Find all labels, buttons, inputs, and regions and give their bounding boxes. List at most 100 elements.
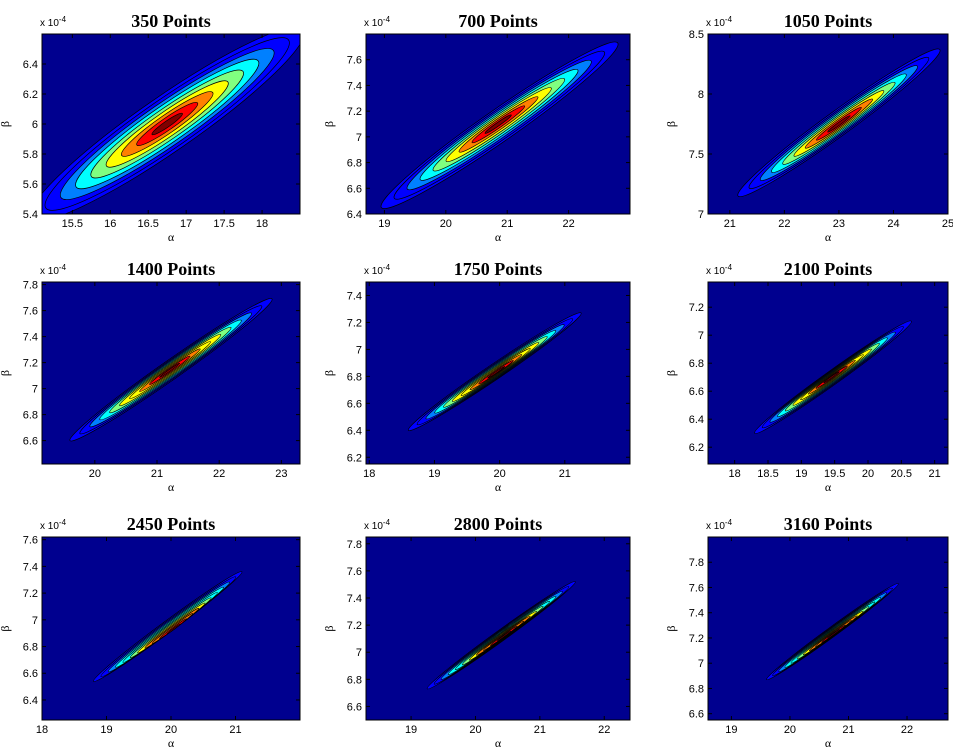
- y-tick-label: 7: [356, 344, 362, 356]
- y-exponent-power: -4: [59, 15, 67, 24]
- panel-title: 3160 Points: [784, 514, 873, 534]
- contour-level-9: [484, 114, 512, 134]
- y-exponent-power: -4: [383, 15, 391, 24]
- x-tick-label: 20: [165, 724, 177, 736]
- x-axis-label: α: [825, 480, 832, 494]
- x-tick-label: 22: [901, 724, 913, 736]
- x-tick-label: 19: [428, 468, 440, 480]
- x-tick-label: 20: [89, 468, 101, 480]
- x-tick-label: 20: [494, 468, 506, 480]
- y-axis-label: β: [664, 121, 678, 127]
- y-tick-label: 7.6: [347, 566, 362, 578]
- y-tick-label: 6.8: [689, 683, 704, 695]
- x-tick-label: 17: [180, 218, 192, 230]
- y-tick-label: 6.4: [23, 695, 38, 707]
- contour-level-10: [823, 371, 840, 384]
- y-tick-label: 7: [32, 615, 38, 627]
- x-tick-label: 20: [469, 724, 481, 736]
- x-tick-label: 20.5: [891, 468, 912, 480]
- x-tick-label: 18: [256, 218, 268, 230]
- y-tick-label: 6.8: [347, 371, 362, 383]
- y-tick-label: 6.8: [347, 158, 362, 170]
- x-tick-label: 20: [862, 468, 874, 480]
- y-tick-label: 7.2: [347, 106, 362, 118]
- x-tick-label: 21: [151, 468, 163, 480]
- y-exponent-power: -4: [725, 518, 733, 527]
- axes-frame: [707, 281, 949, 465]
- y-tick-label: 6.6: [347, 701, 362, 713]
- y-tick-label: 6.4: [347, 425, 362, 437]
- y-tick-label: 7.8: [689, 557, 704, 569]
- x-tick-label: 19: [405, 724, 417, 736]
- x-tick-label: 16: [104, 218, 116, 230]
- y-tick-label: 7.6: [23, 535, 38, 547]
- contour-level-11: [827, 629, 841, 639]
- x-tick-label: 23: [833, 218, 845, 230]
- x-tick-label: 21: [229, 724, 241, 736]
- panel-title: 1750 Points: [454, 259, 543, 279]
- y-tick-label: 7.2: [689, 633, 704, 645]
- y-tick-label: 8.5: [689, 29, 704, 41]
- y-axis-label: β: [0, 625, 12, 631]
- y-tick-label: 7.6: [689, 582, 704, 594]
- y-tick-label: 6.4: [689, 414, 704, 426]
- y-tick-label: 6.2: [689, 442, 704, 454]
- y-axis-label: β: [664, 370, 678, 376]
- contour-level-9: [151, 112, 183, 136]
- x-tick-label: 16.5: [138, 218, 159, 230]
- panel-title: 2100 Points: [784, 259, 873, 279]
- y-exponent-power: -4: [59, 263, 67, 272]
- y-tick-label: 7: [356, 132, 362, 144]
- y-tick-label: 7: [698, 658, 704, 670]
- y-tick-label: 5.8: [23, 149, 38, 161]
- y-exponent-power: -4: [59, 518, 67, 527]
- y-tick-label: 7.2: [689, 302, 704, 314]
- x-tick-label: 18: [729, 468, 741, 480]
- axes-frame: [365, 536, 631, 721]
- x-tick-label: 22: [598, 724, 610, 736]
- y-tick-label: 6.2: [347, 452, 362, 464]
- axes-frame: [707, 536, 949, 721]
- x-tick-label: 21: [842, 724, 854, 736]
- x-tick-label: 20: [440, 218, 452, 230]
- x-tick-label: 19.5: [824, 468, 845, 480]
- x-tick-label: 21: [929, 468, 941, 480]
- contour-level-11: [166, 623, 181, 635]
- x-tick-label: 21: [501, 218, 513, 230]
- y-tick-label: 6.6: [347, 398, 362, 410]
- x-tick-label: 18: [36, 724, 48, 736]
- x-tick-label: 18.5: [757, 468, 778, 480]
- y-tick-label: 6.6: [23, 668, 38, 680]
- y-exponent-power: -4: [383, 263, 391, 272]
- contour-level-10: [487, 366, 506, 379]
- x-tick-label: 21: [534, 724, 546, 736]
- x-tick-label: 17.5: [213, 218, 234, 230]
- x-tick-label: 25: [942, 218, 953, 230]
- x-axis-label: α: [168, 230, 175, 244]
- y-tick-label: 6: [32, 119, 38, 131]
- contour-level-9: [827, 115, 851, 133]
- x-tick-label: 22: [562, 218, 574, 230]
- y-tick-label: 6.6: [347, 183, 362, 195]
- y-tick-label: 5.6: [23, 179, 38, 191]
- panel-title: 1050 Points: [784, 11, 873, 31]
- x-tick-label: 19: [795, 468, 807, 480]
- y-tick-label: 7.4: [23, 561, 38, 573]
- y-tick-label: 6.4: [347, 209, 362, 221]
- y-tick-label: 7.8: [23, 280, 38, 292]
- y-tick-label: 7: [698, 209, 704, 221]
- y-tick-label: 7.2: [23, 358, 38, 370]
- y-exponent-power: -4: [725, 263, 733, 272]
- y-tick-label: 8: [698, 89, 704, 101]
- y-tick-label: 6.6: [689, 386, 704, 398]
- y-tick-label: 7.6: [23, 306, 38, 318]
- x-tick-label: 24: [887, 218, 899, 230]
- y-axis-label: β: [0, 370, 12, 376]
- y-tick-label: 6.8: [347, 674, 362, 686]
